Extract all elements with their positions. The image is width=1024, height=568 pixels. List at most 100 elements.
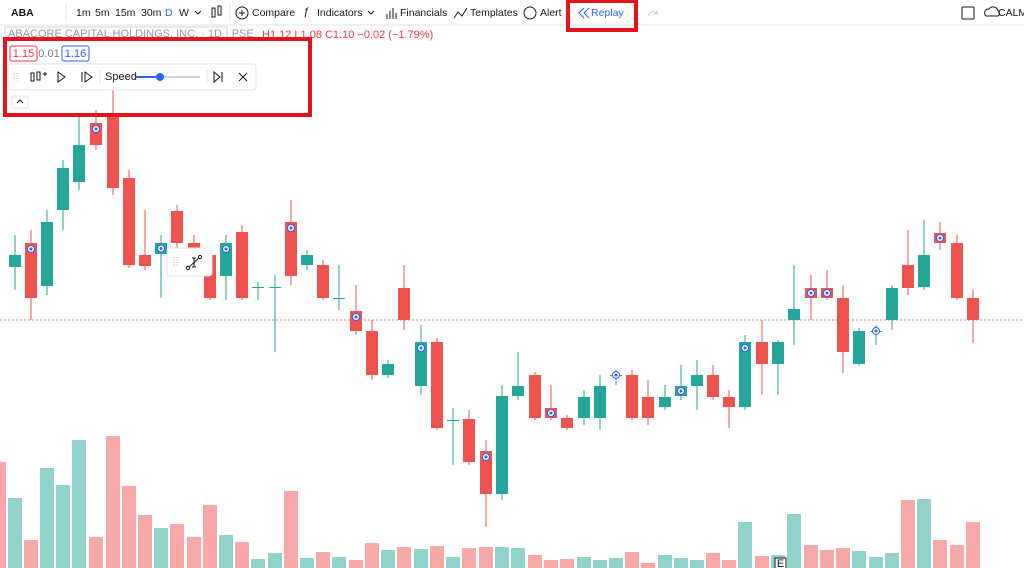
volume-bar <box>511 548 525 568</box>
indicators[interactable]: Indicators <box>317 7 363 19</box>
alert-icon[interactable] <box>523 6 537 20</box>
cloud-icon[interactable] <box>984 6 1000 17</box>
candle-body <box>431 342 443 428</box>
collapse-icon <box>16 99 24 104</box>
trade-marker-dot <box>419 346 423 350</box>
volume-bar <box>170 524 184 568</box>
trade-marker-dot <box>224 247 228 251</box>
highlight-box <box>566 0 638 32</box>
jump-to-realtime[interactable] <box>213 70 223 84</box>
trade-marker-dot <box>289 226 293 230</box>
trade-marker-dot <box>874 329 878 333</box>
symbol[interactable]: ABA <box>11 7 34 19</box>
indicators-icon[interactable]: ƒ <box>303 6 309 18</box>
candle-body <box>967 298 979 320</box>
volume-bar <box>446 557 460 568</box>
volume-bar <box>528 555 542 568</box>
volume-bar <box>430 546 444 568</box>
alert[interactable]: Alert <box>540 7 562 19</box>
financials[interactable]: Financials <box>400 7 447 19</box>
volume-bar <box>593 560 607 568</box>
volume-bar <box>187 537 201 568</box>
volume-bar <box>625 552 639 568</box>
volume-bar <box>544 560 558 568</box>
sell-button[interactable] <box>9 45 38 62</box>
play[interactable] <box>57 71 66 83</box>
volume-bar <box>300 558 314 568</box>
redo[interactable] <box>647 10 658 17</box>
chevron[interactable] <box>367 10 375 15</box>
chevron[interactable] <box>194 10 202 15</box>
candle-body <box>756 342 768 364</box>
sell-price: 1.15 <box>13 48 34 60</box>
volume-bar <box>950 545 964 568</box>
candle-body <box>463 419 475 462</box>
compare[interactable]: Compare <box>252 7 295 19</box>
interval[interactable]: 30m <box>141 7 162 19</box>
volume-bar <box>706 553 720 568</box>
interval[interactable]: W <box>179 7 189 19</box>
replay[interactable]: Replay <box>591 7 624 19</box>
candle-body <box>301 255 313 265</box>
volume-bar <box>219 535 233 568</box>
candle-body <box>853 331 865 364</box>
volume-bar <box>122 486 136 568</box>
buy-button[interactable] <box>61 45 90 62</box>
interval[interactable]: 5m <box>95 7 110 19</box>
templates-icon[interactable] <box>453 7 468 19</box>
trade-marker-dot <box>614 373 618 377</box>
financials-icon[interactable] <box>386 8 397 19</box>
volume-bar <box>820 550 834 568</box>
select-bar[interactable] <box>30 71 47 82</box>
chart-type-icon[interactable] <box>211 5 222 18</box>
event-marker: E <box>777 558 784 568</box>
candle-body <box>772 342 784 364</box>
spread: 0.01 <box>38 48 59 60</box>
step-forward[interactable] <box>81 71 93 83</box>
trade-marker-dot <box>94 127 98 131</box>
volume-bar <box>154 528 168 568</box>
candle-body <box>447 420 459 421</box>
compare-icon[interactable] <box>235 6 249 20</box>
candle-body <box>902 265 914 288</box>
buy-price: 1.16 <box>65 48 86 60</box>
volume-bar <box>72 440 86 568</box>
volume-bar <box>268 553 282 568</box>
volume-bar <box>609 558 623 568</box>
toolbar-bg <box>0 0 1024 25</box>
templates[interactable]: Templates <box>470 7 518 19</box>
candle-body <box>171 211 183 243</box>
speed-handle[interactable] <box>156 73 164 81</box>
fullscreen[interactable] <box>961 6 975 20</box>
volume-bar <box>479 547 493 568</box>
volume-bar <box>462 548 476 568</box>
legend-name: ABACORE CAPITAL HOLDINGS, INC. · 1D · PS… <box>8 28 254 40</box>
cursor-tool[interactable] <box>187 256 201 269</box>
replay-icon[interactable] <box>578 7 590 19</box>
candle-body <box>285 222 297 276</box>
interval[interactable]: D <box>165 7 173 19</box>
candle-body <box>480 451 492 494</box>
candle-body <box>626 375 638 418</box>
volume-bar <box>381 550 395 568</box>
candle-body <box>41 222 53 286</box>
event-badge[interactable] <box>774 557 787 568</box>
candle-body <box>317 265 329 298</box>
volume-bar <box>738 522 752 568</box>
candle-body <box>659 397 671 407</box>
volume-bar <box>397 547 411 568</box>
candle-body <box>594 386 606 418</box>
compare-icon <box>239 10 245 16</box>
layout-name[interactable]: CALM <box>998 7 1024 19</box>
interval[interactable]: 1m <box>76 7 91 19</box>
trade-marker-dot <box>159 247 163 250</box>
volume-bar <box>203 505 217 568</box>
volume-bar <box>8 498 22 568</box>
candle-body <box>333 298 345 299</box>
volume-bar <box>316 552 330 568</box>
highlight-box <box>3 37 312 117</box>
interval[interactable]: 15m <box>115 7 136 19</box>
close[interactable] <box>238 72 248 82</box>
trade-marker-dot <box>679 389 683 393</box>
collapse-button[interactable] <box>11 95 29 109</box>
